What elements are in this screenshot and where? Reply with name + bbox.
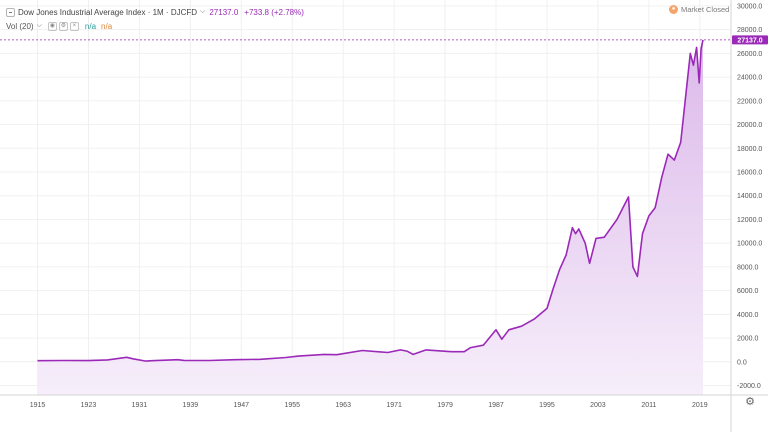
collapse-icon[interactable]	[6, 7, 15, 17]
x-tick-label: 1995	[539, 402, 555, 409]
y-tick-label: 0.0	[737, 359, 747, 366]
y-tick-label: 28000.0	[737, 27, 762, 34]
eye-icon[interactable]: ◉	[47, 21, 57, 31]
x-tick-label: 2003	[590, 402, 606, 409]
y-tick-label: 16000.0	[737, 169, 762, 176]
x-tick-label: 1939	[183, 402, 199, 409]
y-tick-label: 12000.0	[737, 217, 762, 224]
x-tick-label: 1947	[234, 402, 250, 409]
close-icon[interactable]: ×	[69, 21, 79, 31]
price-line	[37, 39, 704, 362]
volume-value: n/a	[84, 21, 97, 31]
price-area-fill	[37, 39, 703, 395]
x-tick-label: 1955	[284, 402, 300, 409]
y-tick-label: 10000.0	[737, 241, 762, 248]
price-change-value: +733.8 (+2.78%)	[244, 7, 304, 17]
chevron-down-icon[interactable]: ⌵	[200, 8, 206, 15]
price-axis[interactable]: 30000.0 28000.0 26000.0 24000.0 22000.0 20000…	[737, 3, 762, 390]
y-tick-label: 26000.0	[737, 51, 762, 58]
settings-icon[interactable]: ⚙	[58, 21, 68, 31]
x-tick-label: 1923	[81, 402, 97, 409]
x-tick-label: 2011	[641, 402, 656, 409]
svg-text:27137.0: 27137.0	[737, 37, 762, 44]
x-tick-label: 1963	[335, 402, 351, 409]
volume-ma-value: n/a	[101, 21, 113, 31]
market-status[interactable]: ● Market Closed	[669, 5, 729, 14]
market-status-icon: ●	[669, 5, 678, 14]
volume-legend[interactable]: Vol (20) ⌵ ◉ ⚙ × n/a n/a	[6, 20, 112, 32]
x-tick-label: 1987	[488, 402, 504, 409]
last-price-label: 27137.0	[732, 35, 768, 45]
symbol-title[interactable]: Dow Jones Industrial Average Index · 1M …	[18, 7, 198, 17]
x-tick-label: 1931	[132, 402, 148, 409]
market-status-label: Market Closed	[681, 5, 730, 14]
y-tick-label: 18000.0	[737, 146, 762, 153]
x-tick-label: 1915	[30, 402, 46, 409]
time-axis[interactable]: 1915 1923 1931 1939 1947 1955 1963 1971 1979 1987…	[30, 402, 708, 409]
y-tick-label: -2000.0	[737, 383, 761, 390]
last-price-value: 27137.0	[209, 7, 239, 17]
y-tick-label: 30000.0	[737, 3, 762, 10]
gear-icon[interactable]: ⚙	[745, 396, 755, 408]
y-tick-label: 6000.0	[737, 288, 759, 295]
y-tick-label: 14000.0	[737, 193, 762, 200]
x-tick-label: 1979	[437, 402, 453, 409]
main-series-legend[interactable]: Dow Jones Industrial Average Index · 1M …	[6, 5, 304, 19]
x-tick-label: 2019	[692, 402, 708, 409]
x-tick-label: 1971	[386, 402, 402, 409]
y-tick-label: 22000.0	[737, 98, 762, 105]
y-tick-label: 8000.0	[737, 264, 759, 271]
y-tick-label: 24000.0	[737, 75, 762, 82]
y-tick-label: 2000.0	[737, 336, 759, 343]
volume-label[interactable]: Vol (20)	[6, 21, 34, 31]
y-tick-label: 4000.0	[737, 312, 759, 319]
chevron-down-icon[interactable]: ⌵	[36, 22, 42, 29]
y-tick-label: 20000.0	[737, 122, 762, 129]
